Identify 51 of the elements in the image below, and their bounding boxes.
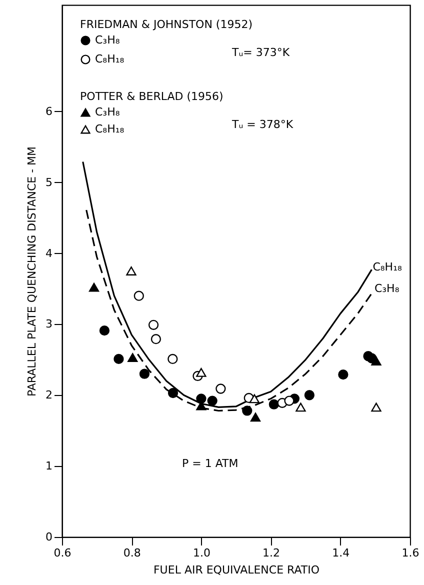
- legend-label: C₃H₈: [95, 34, 120, 46]
- annotation: Tᵤ = 378°K: [231, 118, 294, 131]
- y-tick-label: 5: [46, 176, 52, 189]
- point: [196, 394, 206, 404]
- series-label: C₈H₁₈: [372, 260, 402, 274]
- y-tick-label: 6: [46, 104, 52, 118]
- y-tick-label: 1: [46, 460, 52, 473]
- legend-label: C₈H₁₈: [95, 122, 125, 136]
- point: [250, 412, 261, 422]
- annotation: P = 1 ATM: [182, 457, 238, 470]
- y-tick-label: 2: [46, 388, 52, 402]
- legend-label: C₈H₁₈: [95, 52, 125, 66]
- x-tick-label: 0.6: [54, 546, 72, 560]
- point: [150, 334, 162, 344]
- x-tick-label: 0.8: [123, 546, 141, 560]
- x-tick-label: 1.2: [262, 546, 280, 560]
- point: [139, 368, 150, 379]
- point: [242, 406, 252, 416]
- point: [114, 354, 124, 364]
- point: [128, 353, 138, 362]
- point: [304, 390, 314, 400]
- legend-label: C₃H₈: [95, 106, 120, 118]
- point: [168, 388, 178, 398]
- y-tick-label: 4: [46, 246, 52, 260]
- point: [284, 396, 294, 406]
- point: [207, 396, 218, 406]
- y-axis-title: PARALLEL PLATE QUENCHING DISTANCE - MM: [26, 146, 38, 397]
- point: [371, 356, 382, 366]
- y-tick-label: 3: [46, 318, 52, 331]
- series-label: C₃H₈: [374, 282, 400, 295]
- point: [99, 326, 110, 336]
- annotation: Tᵤ= 373°K: [231, 46, 290, 59]
- x-tick-label: 1.0: [192, 546, 210, 560]
- x-tick-label: 1.6: [402, 546, 420, 560]
- x-tick-label: 1.4: [332, 546, 350, 560]
- point: [134, 290, 144, 301]
- point: [338, 370, 348, 380]
- annotation: FRIEDMAN & JOHNSTON (1952): [80, 18, 253, 31]
- y-tick-label: 0: [46, 530, 52, 544]
- point: [216, 384, 226, 394]
- point: [196, 368, 206, 377]
- point: [126, 266, 136, 276]
- point: [249, 394, 260, 404]
- x-axis-title: FUEL AIR EQUIVALENCE RATIO: [153, 564, 320, 576]
- point: [148, 320, 159, 330]
- point: [168, 354, 178, 364]
- point: [371, 402, 382, 412]
- point: [268, 399, 280, 410]
- point: [88, 282, 100, 292]
- point: [296, 402, 306, 412]
- annotation: POTTER & BERLAD (1956): [80, 90, 224, 103]
